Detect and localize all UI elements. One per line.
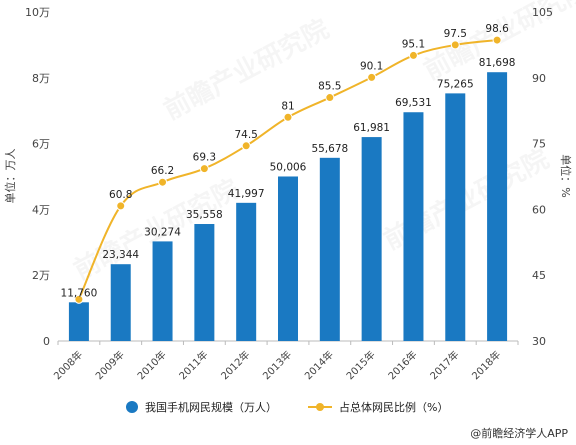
legend-marker-point [316, 403, 324, 411]
line-point [74, 294, 84, 304]
line-point [325, 93, 335, 103]
bar-value-label: 23,344 [102, 249, 139, 261]
y-left-tick-label: 8万 [32, 72, 50, 85]
x-tick-label: 2010年 [134, 348, 168, 382]
line-value-label: 85.5 [318, 81, 341, 93]
bar-value-label: 50,006 [270, 161, 307, 173]
data-labels: 11,760 23,344 30,274 35,558 41,997 50,006 55,6… [61, 23, 516, 299]
line-point [158, 177, 168, 187]
line-value-label: 74.5 [234, 129, 257, 141]
y-right-tick-label: 75 [532, 138, 546, 151]
line-value-label: 95.1 [402, 38, 425, 50]
y-right-tick-label: 60 [532, 203, 546, 216]
x-tick-label: 2014年 [302, 348, 336, 382]
y-left-axis-title: 单位：万人 [3, 149, 17, 204]
line-value-label: 90.1 [360, 60, 383, 72]
bar-value-label: 41,997 [228, 188, 265, 200]
line-point [367, 72, 377, 82]
line-point [283, 112, 293, 122]
y-left-tick-label: 6万 [32, 138, 50, 151]
bar-value-label: 35,558 [186, 209, 223, 221]
x-tick-label: 2009年 [93, 348, 127, 382]
bar-value-label: 11,760 [61, 287, 98, 299]
watermark-text: 前瞻产业研究院 [159, 13, 334, 126]
x-tick-label: 2011年 [176, 348, 210, 382]
source-credit: @前瞻经济学人APP [470, 426, 568, 440]
bar-value-label: 30,274 [144, 226, 181, 238]
legend-label-line: 占总体网民比例（%） [339, 400, 448, 414]
line-point [408, 50, 418, 60]
bar [361, 137, 382, 341]
bar [278, 176, 298, 341]
bar [319, 157, 340, 341]
bar-value-label: 61,981 [353, 122, 390, 134]
line-value-label: 66.2 [151, 165, 174, 177]
y-left-tick-label: 0 [43, 335, 50, 348]
x-tick-label: 2013年 [260, 348, 294, 382]
x-tick-label: 2015年 [343, 348, 377, 382]
bar-value-label: 75,265 [437, 78, 474, 90]
bar [236, 202, 257, 341]
bar [110, 264, 131, 341]
y-right-tick-label: 30 [532, 335, 546, 348]
bar-value-label: 81,698 [479, 57, 516, 69]
legend-marker-bar [126, 401, 138, 413]
line-value-label: 97.5 [444, 28, 467, 40]
line-value-label: 69.3 [193, 152, 216, 164]
bar [68, 302, 89, 341]
x-tick-label: 2008年 [51, 348, 85, 382]
bar [487, 72, 508, 342]
line-point [492, 35, 502, 45]
bar [445, 93, 466, 342]
bar [152, 241, 173, 341]
y-right-tick-label: 105 [532, 6, 553, 19]
bar-value-label: 69,531 [395, 97, 432, 109]
x-tick-label: 2017年 [427, 348, 461, 382]
y-right-axis-title: 单位：% [559, 154, 573, 197]
x-tick-label: 2018年 [469, 348, 503, 382]
bar-series [68, 72, 508, 342]
legend-label-bar: 我国手机网民规模（万人） [145, 400, 277, 414]
legend: 我国手机网民规模（万人） 占总体网民比例（%） [126, 400, 448, 414]
line-point [116, 201, 126, 211]
y-left-tick-label: 4万 [32, 203, 50, 216]
x-tick-label: 2016年 [385, 348, 419, 382]
bar-value-label: 55,678 [311, 143, 348, 155]
y-left-tick-label: 2万 [32, 269, 50, 282]
line-series [74, 35, 502, 304]
line-value-label: 98.6 [485, 23, 509, 35]
bar [403, 112, 424, 341]
y-right-tick-label: 45 [532, 269, 546, 282]
line-value-label: 60.8 [109, 189, 132, 201]
x-tick-label: 2012年 [218, 348, 252, 382]
y-right-tick-label: 90 [532, 72, 546, 85]
line-value-label: 81 [281, 100, 294, 112]
line-point [199, 164, 209, 174]
line-point [450, 40, 460, 50]
y-left-tick-label: 10万 [25, 6, 50, 19]
line-point [241, 141, 251, 151]
bar [194, 224, 215, 341]
